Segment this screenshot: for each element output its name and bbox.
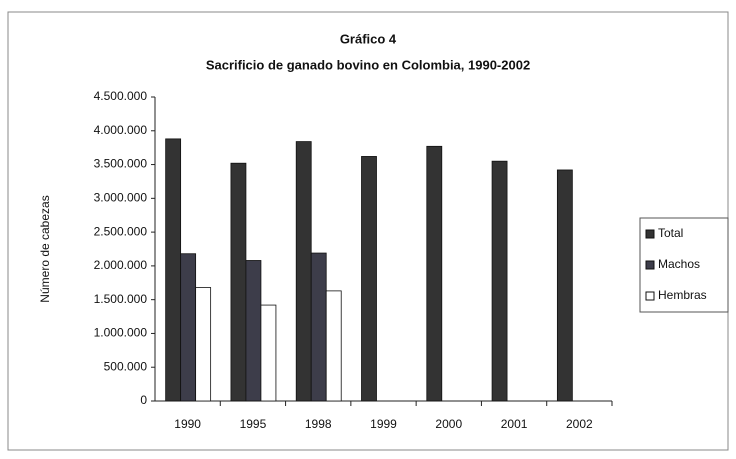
bar	[325, 290, 342, 402]
legend-label: Hembras	[658, 288, 707, 302]
y-tick-label: 3.000.000	[94, 191, 148, 205]
legend-label: Machos	[658, 257, 700, 271]
x-tick-label: 2002	[566, 417, 593, 431]
legend-swatch	[645, 291, 655, 301]
bar	[165, 138, 182, 402]
legend-swatch	[645, 229, 655, 239]
x-tick-label: 1995	[240, 417, 267, 431]
bar	[245, 260, 262, 402]
y-tick-label: 4.000.000	[94, 123, 148, 137]
legend-box	[639, 217, 729, 313]
bar	[260, 304, 277, 402]
bar	[180, 253, 197, 402]
y-axis-label: Número de cabezas	[38, 195, 52, 302]
y-tick-label: 2.500.000	[94, 224, 148, 238]
y-tick-label: 2.000.000	[94, 258, 148, 272]
chart-title: Gráfico 4	[340, 31, 397, 46]
bar	[310, 252, 327, 402]
bar	[556, 169, 573, 402]
y-tick-label: 1.000.000	[94, 326, 148, 340]
bar	[295, 141, 312, 402]
x-tick-label: 1999	[370, 417, 397, 431]
x-tick-label: 1990	[174, 417, 201, 431]
x-tick-label: 1998	[305, 417, 332, 431]
bar	[195, 287, 212, 402]
y-tick-label: 0	[140, 393, 147, 407]
bar	[426, 145, 443, 402]
bar	[361, 156, 377, 402]
y-tick-label: 3.500.000	[94, 157, 148, 171]
y-tick-label: 4.500.000	[94, 89, 148, 103]
x-tick-label: 2000	[435, 417, 462, 431]
y-tick-label: 500.000	[104, 359, 148, 373]
legend-label: Total	[658, 226, 683, 240]
chart-subtitle: Sacrificio de ganado bovino en Colombia,…	[206, 57, 530, 72]
bar	[230, 162, 247, 402]
x-tick-label: 2001	[501, 417, 528, 431]
y-tick-label: 1.500.000	[94, 292, 148, 306]
legend-swatch	[645, 260, 655, 270]
bar	[491, 160, 508, 402]
